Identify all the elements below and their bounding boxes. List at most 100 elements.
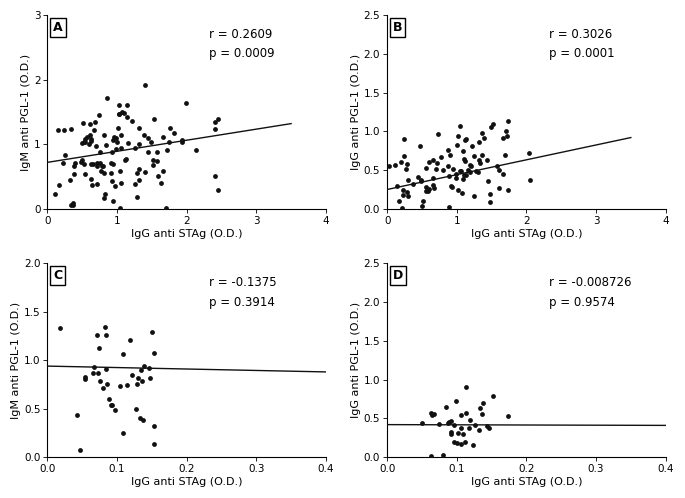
Point [50,190,61,198]
Point [437,451,448,459]
Point [494,166,505,174]
Point [114,204,125,212]
Y-axis label: IgM anti PGL-1 (O.D.): IgM anti PGL-1 (O.D.) [21,53,31,170]
Point [127,118,138,125]
Point [157,167,168,175]
Point [68,162,79,170]
Point [423,158,434,166]
Point [180,99,191,107]
Point [65,176,76,184]
Point [461,171,472,179]
Point [436,153,447,161]
Point [162,146,173,154]
Point [446,417,457,425]
Point [209,118,220,126]
Point [113,111,124,119]
Point [88,160,99,168]
Point [479,134,490,142]
Point [465,416,476,424]
Point [75,446,86,454]
Point [98,169,109,177]
Point [473,156,484,164]
Point [148,156,159,164]
Point [430,165,441,173]
Point [89,118,100,126]
Point [133,124,144,131]
Point [105,169,116,177]
Point [401,188,412,196]
Point [149,116,160,124]
Point [451,170,462,178]
Point [58,159,68,167]
Point [454,167,465,175]
Text: B: B [393,21,402,34]
Point [503,118,514,125]
Point [149,422,160,430]
Point [147,328,158,336]
Point [448,164,459,172]
Point [415,177,426,185]
Point [123,139,134,147]
Point [105,159,116,167]
Point [498,170,509,178]
Point [474,404,485,412]
Point [101,365,112,373]
Point [486,123,497,131]
Point [469,152,479,160]
Point [422,187,433,195]
Point [421,187,432,195]
Point [146,138,157,146]
Point [401,160,412,168]
Point [92,159,103,167]
Point [131,405,142,413]
Point [87,181,98,189]
Point [100,190,111,198]
Point [76,156,87,164]
Point [79,170,90,178]
Point [93,344,104,352]
Point [483,177,494,185]
Point [444,203,455,211]
Point [460,135,471,143]
Point [110,182,121,190]
Point [77,119,88,127]
Point [122,113,133,121]
Point [115,130,126,138]
Point [440,402,451,410]
Text: p = 0.0009: p = 0.0009 [209,47,275,60]
Point [108,160,119,168]
Point [448,438,459,446]
Text: r = 0.2609: r = 0.2609 [209,28,273,41]
Point [115,381,126,389]
Point [443,418,454,426]
Point [68,201,79,209]
Point [460,157,471,165]
Point [106,401,117,409]
Point [118,350,129,358]
Point [155,179,166,187]
Point [414,142,425,150]
Point [451,396,462,404]
Point [79,375,90,383]
Point [447,183,458,191]
Point [97,161,108,169]
Point [95,159,105,167]
Point [86,160,97,168]
Point [456,440,466,448]
Text: p = 0.3914: p = 0.3914 [209,296,275,309]
Point [488,120,499,127]
X-axis label: IgG anti STAg (O.D.): IgG anti STAg (O.D.) [471,229,582,239]
Point [477,410,488,418]
Point [129,144,140,152]
Point [477,129,488,137]
Point [107,136,118,144]
Point [417,197,428,205]
Point [134,140,145,148]
Point [433,130,444,138]
Point [484,424,495,432]
Point [454,122,465,130]
Point [92,331,103,339]
Point [121,381,132,389]
Point [80,138,91,146]
Text: D: D [393,269,403,282]
